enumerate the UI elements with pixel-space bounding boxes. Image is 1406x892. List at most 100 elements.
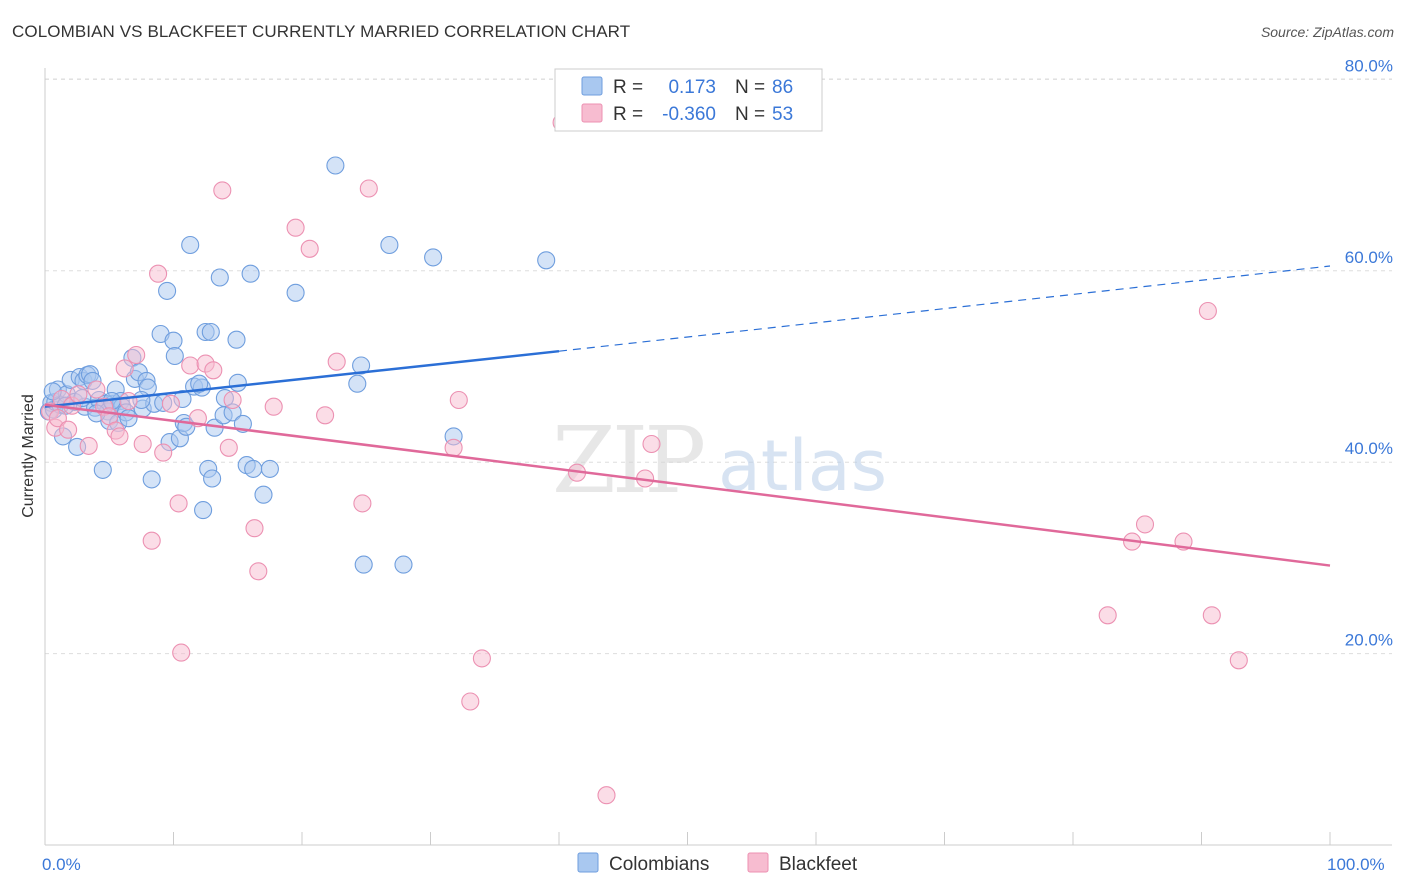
colombians-point-60 xyxy=(227,330,246,349)
blackfeet-point-23 xyxy=(181,356,200,375)
watermark: ZIP atlas xyxy=(552,407,887,514)
blackfeet-point-36 xyxy=(327,352,346,371)
colombians-point-39 xyxy=(158,281,177,300)
colombians-point-47 xyxy=(181,235,200,255)
colombians-trend-line xyxy=(44,349,560,408)
blackfeet-trend-line xyxy=(44,403,1331,567)
colombians-point-61 xyxy=(228,373,247,392)
colombians-point-85 xyxy=(190,374,209,393)
legend-r-value-blackfeet: -0.360 xyxy=(662,104,716,125)
colombians-point-72 xyxy=(354,555,373,574)
source-label: Source: ZipAtlas.com xyxy=(1260,24,1394,40)
blackfeet-point-48 xyxy=(1098,606,1117,625)
blackfeet-point-28 xyxy=(219,438,238,457)
blackfeet-point-13 xyxy=(115,359,134,378)
blackfeet-point-19 xyxy=(154,443,173,462)
legend-swatch-colombians xyxy=(581,76,603,96)
x-tick-label-max: 100.0% xyxy=(1327,855,1385,874)
blackfeet-point-31 xyxy=(249,562,268,581)
x-ticks xyxy=(44,832,1331,845)
colombians-point-66 xyxy=(254,485,273,504)
y-axis-title: Currently Married xyxy=(20,394,37,518)
blackfeet-point-53 xyxy=(1202,606,1221,625)
y-tick-label-80: 80.0% xyxy=(1345,56,1393,75)
colombians-point-69 xyxy=(326,156,345,175)
blackfeet-point-4 xyxy=(59,420,78,439)
blackfeet-point-32 xyxy=(264,397,283,416)
blackfeet-point-21 xyxy=(169,494,188,513)
legend-r-label-blackfeet: R = xyxy=(613,104,643,125)
colombians-point-68 xyxy=(286,283,305,302)
blackfeet-point-22 xyxy=(172,643,191,662)
blackfeet-point-7 xyxy=(79,436,98,455)
blackfeet-point-42 xyxy=(461,692,480,711)
colombians-point-56 xyxy=(210,268,229,287)
colombians-trend-extension xyxy=(558,265,1331,352)
blackfeet-point-37 xyxy=(353,494,372,513)
trend-lines xyxy=(44,265,1331,567)
legend-n-label-colombians: N = xyxy=(735,77,765,98)
colombians-point-50 xyxy=(194,501,213,520)
blackfeet-point-17 xyxy=(142,531,161,550)
blackfeet-point-38 xyxy=(359,179,378,198)
series-legend-swatch-blackfeet xyxy=(747,852,769,873)
colombians-point-74 xyxy=(394,555,413,574)
blackfeet-point-39 xyxy=(444,438,463,457)
blackfeet-point-14 xyxy=(119,391,138,411)
blackfeet-point-2 xyxy=(48,409,67,428)
colombians-point-36 xyxy=(142,470,161,489)
blackfeet-point-33 xyxy=(286,218,305,237)
blackfeet-point-50 xyxy=(1135,515,1155,534)
watermark-zip: ZIP xyxy=(552,407,703,514)
blackfeet-point-27 xyxy=(213,181,232,200)
legend-r-label-colombians: R = xyxy=(613,77,643,98)
blackfeet-point-30 xyxy=(245,519,264,538)
blackfeet-point-35 xyxy=(316,406,335,425)
colombians-point-71 xyxy=(352,356,371,375)
legend-swatch-blackfeet xyxy=(581,103,603,123)
blackfeet-point-45 xyxy=(597,786,616,805)
blackfeet-point-29 xyxy=(223,390,242,410)
legend-r-value-colombians: 0.173 xyxy=(668,77,716,98)
colombians-point-64 xyxy=(241,264,260,283)
x-tick-label-min: 0.0% xyxy=(42,855,81,874)
colombians-point-41 xyxy=(164,331,183,350)
blackfeet-point-26 xyxy=(204,361,223,380)
colombians-point-53 xyxy=(201,322,220,342)
colombians-point-54 xyxy=(203,469,222,488)
stats-legend: R = 0.173 N = 86 R = -0.360 N = 53 xyxy=(554,68,823,132)
series-legend: Colombians Blackfeet xyxy=(577,852,858,875)
colombians-point-77 xyxy=(537,251,556,270)
blackfeet-point-52 xyxy=(1198,301,1217,321)
colombians-point-73 xyxy=(380,235,399,255)
blackfeet-point-15 xyxy=(127,345,146,365)
y-tick-label-20: 20.0% xyxy=(1345,631,1393,650)
series-legend-swatch-colombians xyxy=(577,852,599,873)
y-tick-label-60: 60.0% xyxy=(1345,248,1393,267)
blackfeet-point-40 xyxy=(449,390,468,410)
blackfeet-point-20 xyxy=(161,394,180,413)
blackfeet-point-8 xyxy=(87,380,106,399)
legend-n-value-blackfeet: 53 xyxy=(772,104,793,125)
colombians-point-65 xyxy=(244,459,263,478)
blackfeet-point-6 xyxy=(69,385,88,404)
watermark-atlas: atlas xyxy=(718,425,887,507)
grid-lines xyxy=(45,78,1392,655)
colombians-point-19 xyxy=(93,460,112,479)
blackfeet-point-16 xyxy=(133,434,152,454)
colombians-point-70 xyxy=(348,374,367,393)
series-legend-label-blackfeet: Blackfeet xyxy=(779,854,858,875)
series-legend-label-colombians: Colombians xyxy=(609,854,709,875)
colombians-point-67 xyxy=(260,459,279,478)
legend-n-value-colombians: 86 xyxy=(772,77,793,98)
y-tick-label-40: 40.0% xyxy=(1345,439,1393,458)
blackfeet-point-54 xyxy=(1229,651,1248,670)
blackfeet-point-34 xyxy=(300,239,319,258)
legend-n-label-blackfeet: N = xyxy=(735,104,765,125)
blackfeet-point-47 xyxy=(642,434,661,454)
colombians-point-75 xyxy=(424,248,443,267)
blackfeet-point-18 xyxy=(149,264,168,283)
axes xyxy=(44,68,1392,846)
y-tick-labels: 20.0% 40.0% 60.0% 80.0% xyxy=(1345,56,1393,649)
